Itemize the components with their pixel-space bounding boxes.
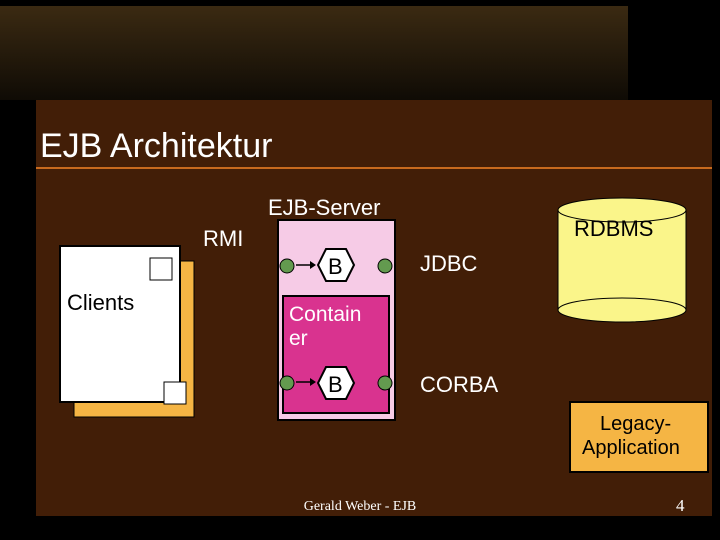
corba-label: CORBA xyxy=(420,372,499,397)
rmi-label: RMI xyxy=(203,226,243,251)
title-underline xyxy=(36,167,712,169)
legacy-label1: Legacy- xyxy=(600,413,671,435)
diagram-canvas: EJB Architektur EJB-Server RMI JDBC CORBA RDB… xyxy=(0,0,720,540)
page-title: EJB Architektur xyxy=(40,127,272,165)
header-gradient xyxy=(0,6,628,100)
page-number: 4 xyxy=(676,496,685,515)
server-out-dot1 xyxy=(378,259,392,273)
server-in-dot1 xyxy=(280,259,294,273)
bean-label-2: B xyxy=(328,372,343,397)
server-in-dot2 xyxy=(280,376,294,390)
jdbc-label: JDBC xyxy=(420,251,478,276)
container-label1: Contain xyxy=(289,303,361,326)
container-label2: er xyxy=(289,327,308,350)
server-out-dot2 xyxy=(378,376,392,390)
legacy-label2: Application xyxy=(582,437,680,459)
bean-label-1: B xyxy=(328,254,343,279)
client-dot1 xyxy=(150,258,172,280)
slide-root: EJB Architektur EJB-Server RMI JDBC CORBA RDB… xyxy=(0,0,720,540)
ejb-server-label: EJB-Server xyxy=(268,195,380,220)
rdbms-label: RDBMS xyxy=(574,216,653,241)
client-dot2 xyxy=(164,382,186,404)
footer-text: Gerald Weber - EJB xyxy=(304,499,417,514)
clients-label: Clients xyxy=(67,290,134,315)
